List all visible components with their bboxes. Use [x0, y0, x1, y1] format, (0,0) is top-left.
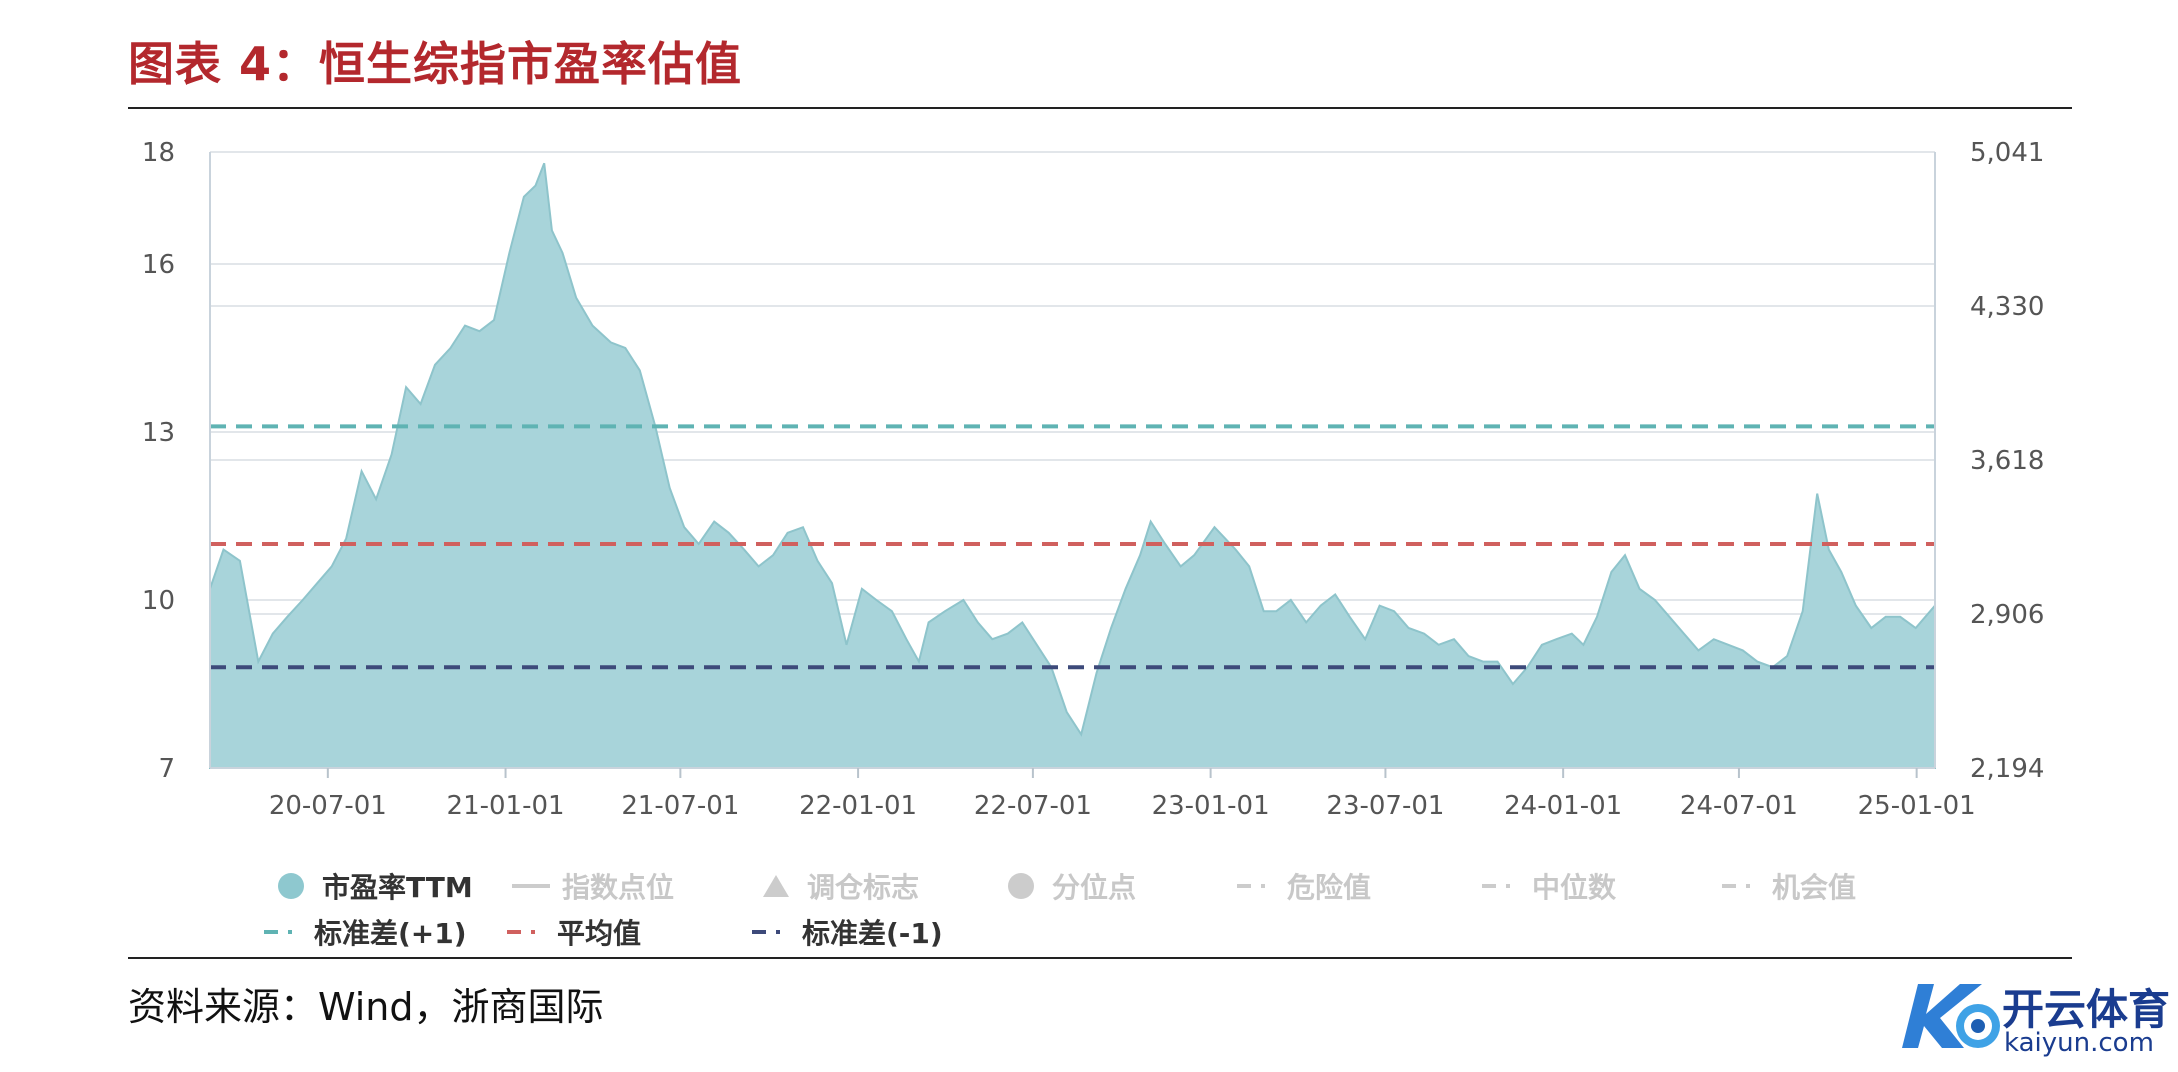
legend-circle-icon [278, 873, 304, 899]
legend-item[interactable]: 危险值 [1235, 866, 1371, 906]
legend-label: 中位数 [1532, 871, 1617, 904]
page-title: 图表 4：恒生综指市盈率估值 [128, 37, 743, 91]
legend-dash-icon [1237, 884, 1265, 888]
legend-label: 调仓标志 [807, 871, 920, 904]
legend-label: 标准差(+1) [314, 917, 467, 950]
legend-circle-icon [1008, 873, 1034, 899]
legend-dash-icon [752, 930, 780, 934]
x-tick-label: 24-07-01 [1680, 791, 1798, 821]
y-tick-label: 7 [158, 754, 175, 784]
y2-tick-label: 3,618 [1970, 446, 2044, 476]
pe-ttm-area [209, 162, 1936, 769]
legend-dash-icon [507, 930, 535, 934]
pe-chart: 7 10 13 16 18 2,194 2,906 3,618 4,330 5,041 20-0… [142, 138, 2045, 821]
y2-axis-ticks: 2,194 2,906 3,618 4,330 5,041 [1970, 138, 2044, 784]
legend-item[interactable]: 标准差(+1) [262, 912, 467, 952]
legend-label: 平均值 [557, 917, 642, 950]
logo-domain: kaiyun.com [2004, 1028, 2154, 1058]
y2-tick-label: 2,194 [1970, 754, 2044, 784]
logo-name: 开云体育 [2002, 985, 2171, 1034]
legend-item[interactable]: 分位点 [1000, 866, 1136, 906]
x-tick-label: 21-07-01 [621, 791, 739, 821]
legend-line-icon [512, 884, 550, 888]
legend-label: 市盈率TTM [322, 871, 473, 904]
legend-label: 危险值 [1287, 871, 1372, 904]
legend-item[interactable]: 机会值 [1720, 866, 1856, 906]
y-tick-label: 16 [142, 250, 175, 280]
x-axis-ticks: 20-07-01 21-01-01 21-07-01 22-01-01 22-07-01… [269, 768, 1976, 821]
y2-tick-label: 2,906 [1970, 600, 2044, 630]
x-tick-label: 25-01-01 [1858, 791, 1976, 821]
legend-dash-icon [264, 930, 292, 934]
y-tick-label: 10 [142, 586, 175, 616]
legend-label: 指数点位 [562, 871, 675, 904]
y-tick-label: 13 [142, 418, 175, 448]
y-tick-label: 18 [142, 138, 175, 168]
legend-dash-icon [1722, 884, 1750, 888]
legend-item[interactable]: 中位数 [1480, 866, 1616, 906]
legend-item[interactable]: 平均值 [505, 912, 641, 952]
legend-triangle-icon [763, 875, 789, 897]
kaiyun-logo-icon [1902, 984, 2000, 1048]
x-tick-label: 21-01-01 [447, 791, 565, 821]
legend-label: 分位点 [1052, 871, 1137, 904]
x-tick-label: 23-07-01 [1326, 791, 1444, 821]
footer-divider [128, 957, 2072, 959]
y-axis-ticks: 7 10 13 16 18 [142, 138, 175, 784]
x-tick-label: 22-01-01 [799, 791, 917, 821]
y2-tick-label: 5,041 [1970, 138, 2044, 168]
legend-item[interactable]: 标准差(-1) [750, 912, 943, 952]
legend-label: 机会值 [1772, 871, 1857, 904]
legend-item[interactable]: 指数点位 [510, 866, 674, 906]
legend-item[interactable]: 市盈率TTM [270, 866, 473, 906]
reference-lines [210, 424, 1935, 670]
legend-dash-icon [1482, 884, 1510, 888]
x-tick-label: 20-07-01 [269, 791, 387, 821]
plot-frame [209, 152, 1936, 769]
y2-tick-label: 4,330 [1970, 292, 2044, 322]
title-divider [128, 107, 2072, 109]
source-note: 资料来源：Wind，浙商国际 [128, 985, 604, 1029]
legend-label: 标准差(-1) [802, 917, 943, 950]
x-tick-label: 22-07-01 [974, 791, 1092, 821]
legend-item[interactable]: 调仓标志 [755, 866, 919, 906]
x-tick-label: 24-01-01 [1504, 791, 1622, 821]
x-tick-label: 23-01-01 [1152, 791, 1270, 821]
